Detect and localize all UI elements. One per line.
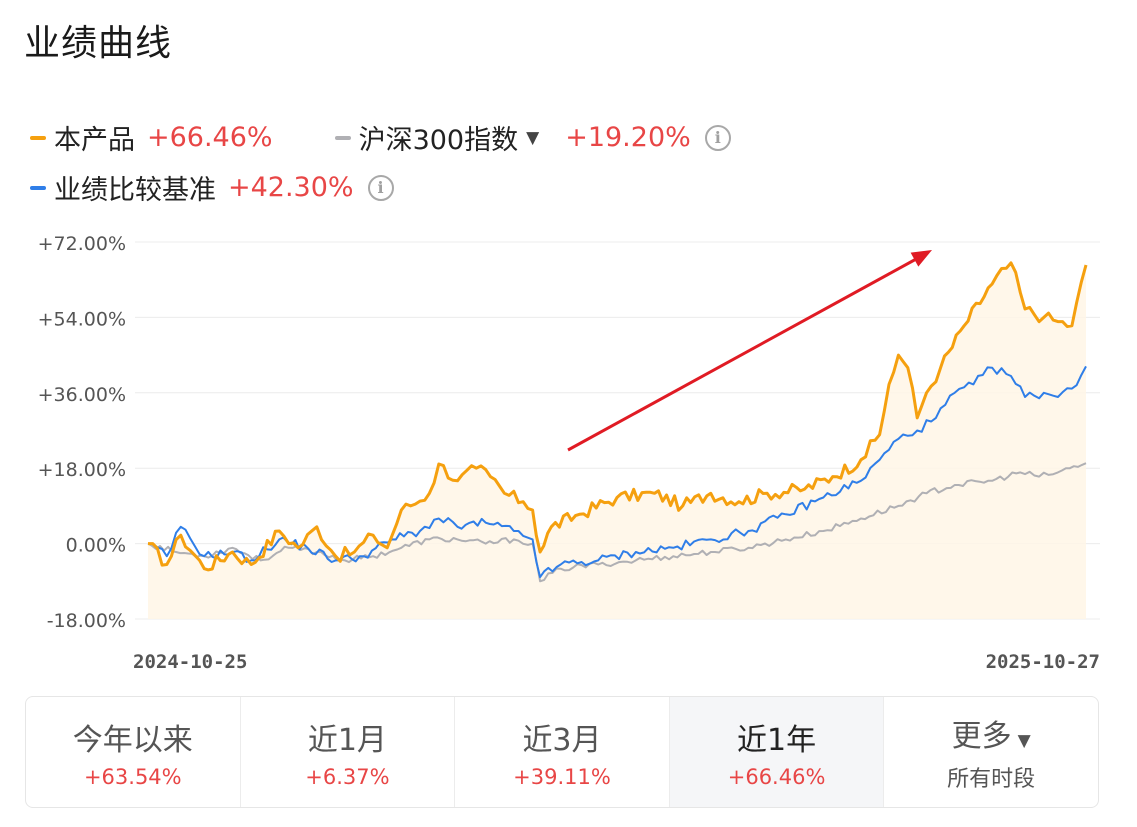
annotation-arrow-shaft	[567, 256, 919, 452]
legend-value: +66.46%	[147, 122, 273, 153]
legend-name: 沪深300指数	[358, 125, 519, 156]
y-tick-label: +54.00%	[38, 308, 126, 330]
tab-value: +6.37%	[305, 765, 390, 789]
tab-ytd[interactable]: 今年以来 +63.54%	[26, 697, 241, 807]
tab-3m[interactable]: 近3月 +39.11%	[455, 697, 670, 807]
legend-swatch-product	[30, 135, 46, 140]
tab-label: 今年以来	[72, 723, 193, 758]
info-icon[interactable]: i	[367, 174, 394, 201]
legend-item-product[interactable]: 本产品 +66.46%	[30, 118, 273, 157]
tab-1y[interactable]: 近1年 +66.46%	[669, 697, 885, 807]
annotation-arrow-head	[910, 250, 932, 267]
y-tick-label: +36.00%	[38, 384, 126, 406]
legend-swatch-benchmark	[30, 185, 46, 190]
series-line-hs300	[147, 462, 1087, 583]
period-tabs: 今年以来 +63.54% 近1月 +6.37% 近3月 +39.11% 近1年 …	[25, 696, 1099, 808]
series-line-benchmark	[148, 365, 1087, 579]
legend-item-benchmark[interactable]: 业绩比较基准 +42.30% i	[30, 168, 394, 207]
tab-1m[interactable]: 近1月 +6.37%	[241, 697, 456, 807]
tab-value: +39.11%	[513, 765, 611, 789]
product-area-fill	[148, 262, 1086, 619]
page-title: 业绩曲线	[24, 23, 173, 64]
series-line-product	[148, 261, 1088, 572]
legend-row-1: 本产品 +66.46% 沪深300指数 ▼ +19.20% i	[30, 118, 731, 157]
tab-label: 更多 ▼	[952, 711, 1031, 755]
y-tick-label: 0.00%	[66, 535, 126, 557]
legend-item-hs300[interactable]: 沪深300指数 ▼ +19.20% i	[334, 118, 731, 157]
legend-swatch-hs300	[334, 135, 351, 140]
y-tick-label: +72.00%	[38, 233, 126, 255]
performance-chart[interactable]: +72.00% +54.00% +36.00% +18.00% 0.00% -18.00%…	[0, 220, 1137, 680]
legend-name: 业绩比较基准	[54, 175, 216, 206]
x-tick-label-end: 2025-10-27	[986, 651, 1100, 673]
tab-sub-label: 所有时段	[947, 767, 1036, 792]
x-tick-label-start: 2024-10-25	[133, 651, 247, 673]
tab-label: 近3月	[522, 723, 602, 758]
legend-name: 本产品	[54, 125, 135, 156]
tab-label: 近1年	[737, 723, 817, 758]
info-icon[interactable]: i	[704, 124, 731, 151]
y-tick-label: -18.00%	[47, 610, 126, 632]
tab-label: 近1月	[307, 723, 387, 758]
tab-more-label: 更多	[951, 719, 1012, 754]
chevron-down-icon: ▼	[1017, 731, 1031, 751]
tab-value: +63.54%	[83, 765, 182, 789]
tab-more[interactable]: 更多 ▼ 所有时段	[884, 697, 1098, 807]
legend-value: +19.20%	[565, 122, 691, 153]
y-tick-label: +18.00%	[38, 459, 126, 481]
legend-row-2: 业绩比较基准 +42.30% i	[30, 168, 394, 207]
tab-value: +66.46%	[727, 765, 826, 789]
chevron-down-icon[interactable]: ▼	[526, 127, 540, 148]
legend-value: +42.30%	[228, 172, 354, 203]
